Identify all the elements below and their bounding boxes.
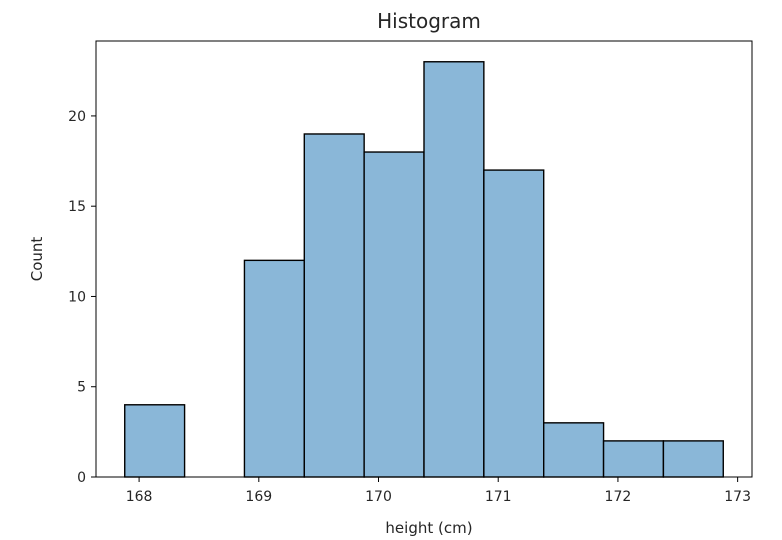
- bars-group: [124, 61, 724, 478]
- y-tick-label: 0: [77, 470, 86, 486]
- y-axis: 0 5 10 15 20: [68, 109, 96, 486]
- histogram-bar: [124, 404, 186, 478]
- x-axis-label: height (cm): [385, 519, 472, 537]
- histogram-bar: [243, 259, 305, 478]
- histogram-bar: [602, 440, 665, 478]
- x-tick-label: 168: [126, 489, 153, 505]
- x-tick-label: 172: [605, 489, 632, 505]
- x-tick-label: 173: [724, 489, 751, 505]
- y-tick-label: 15: [68, 199, 86, 215]
- chart-title: Histogram: [377, 9, 481, 33]
- plot-frame: [95, 40, 753, 478]
- histogram-bar: [423, 61, 485, 478]
- histogram-bar: [303, 133, 365, 478]
- y-tick-label: 20: [68, 109, 86, 125]
- histogram-bar: [363, 151, 425, 478]
- x-axis: 168 169 170 171 172 173: [126, 477, 751, 505]
- y-axis-label: Count: [28, 237, 46, 282]
- y-tick-label: 10: [68, 289, 86, 305]
- histogram-bar: [543, 422, 605, 478]
- x-tick-label: 170: [365, 489, 392, 505]
- x-tick-label: 169: [245, 489, 272, 505]
- y-tick-label: 5: [77, 380, 86, 396]
- x-tick-label: 171: [485, 489, 512, 505]
- histogram-bar: [662, 440, 724, 478]
- histogram-bar: [483, 169, 545, 478]
